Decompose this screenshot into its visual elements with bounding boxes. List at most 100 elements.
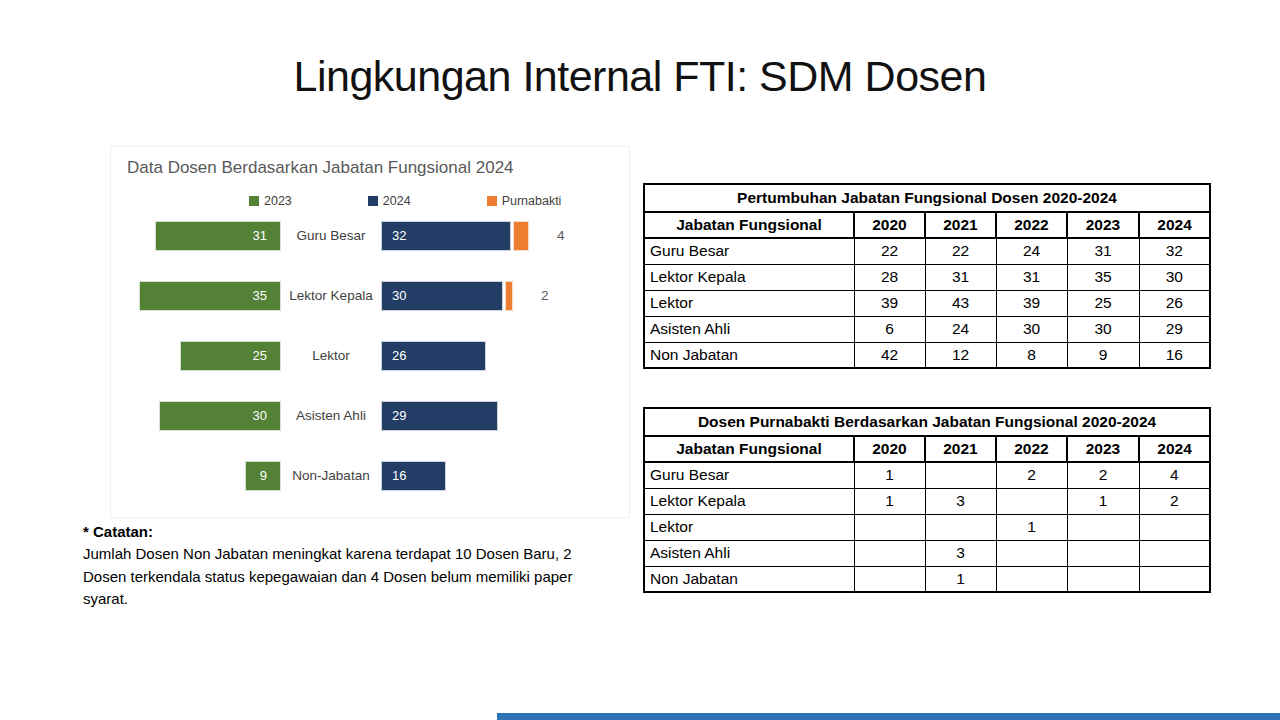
value-cell (996, 488, 1067, 514)
value-cell: 32 (1139, 238, 1210, 264)
bar-value-2023: 9 (260, 462, 267, 490)
value-cell: 26 (1139, 290, 1210, 316)
value-cell: 29 (1139, 316, 1210, 342)
bar-value-purnabakti: 2 (541, 281, 549, 311)
value-cell: 2 (1067, 462, 1139, 488)
value-cell (1067, 566, 1139, 592)
table-header-cell: 2021 (925, 436, 996, 462)
bar-2023: 30 (159, 401, 281, 431)
value-cell: 1 (854, 462, 925, 488)
legend-label: Purnabakti (502, 194, 562, 208)
legend-label: 2024 (383, 194, 411, 208)
value-cell (996, 566, 1067, 592)
value-cell: 6 (854, 316, 925, 342)
value-cell (854, 514, 925, 540)
value-cell: 1 (854, 488, 925, 514)
value-cell: 22 (854, 238, 925, 264)
value-cell (996, 540, 1067, 566)
value-cell: 1 (996, 514, 1067, 540)
chart-title: Data Dosen Berdasarkan Jabatan Fungsiona… (111, 147, 629, 178)
chart-row: 30 Asisten Ahli 29 (111, 401, 631, 431)
bar-value-2023: 30 (253, 402, 267, 430)
bar-2023: 31 (155, 221, 281, 251)
bar-value-2024: 26 (392, 342, 406, 370)
table-header-cell: 2024 (1139, 436, 1210, 462)
row-label-cell: Lektor (644, 514, 854, 540)
value-cell: 1 (925, 566, 996, 592)
value-cell (854, 566, 925, 592)
row-label-cell: Guru Besar (644, 462, 854, 488)
bar-value-2023: 25 (253, 342, 267, 370)
bar-value-2024: 32 (392, 222, 406, 250)
chart-row: 31Guru Besar324 (111, 221, 631, 251)
value-cell: 8 (996, 342, 1067, 368)
value-cell: 35 (1067, 264, 1139, 290)
table-row: Guru Besar2222243132 (644, 238, 1210, 264)
chart-rows: 31Guru Besar32435Lektor Kepala30225Lekto… (111, 221, 631, 519)
table-header-cell: 2022 (996, 212, 1067, 238)
bar-chart: Data Dosen Berdasarkan Jabatan Fungsiona… (110, 146, 630, 518)
bar-2024: 16 (381, 461, 446, 491)
data-table: Pertumbuhan Jabatan Fungsional Dosen 202… (643, 183, 1211, 369)
value-cell: 31 (925, 264, 996, 290)
table-dosen-purnabakti: Dosen Purnabakti Berdasarkan Jabatan Fun… (643, 407, 1209, 593)
table-header-cell: 2021 (925, 212, 996, 238)
value-cell: 2 (1139, 488, 1210, 514)
row-label-cell: Asisten Ahli (644, 316, 854, 342)
value-cell: 9 (1067, 342, 1139, 368)
row-label-cell: Lektor (644, 290, 854, 316)
value-cell: 16 (1139, 342, 1210, 368)
legend-label: 2023 (264, 194, 292, 208)
value-cell (925, 514, 996, 540)
value-cell (854, 540, 925, 566)
bar-2024: 29 (381, 401, 498, 431)
table-pertumbuhan-jabatan: Pertumbuhan Jabatan Fungsional Dosen 202… (643, 183, 1209, 369)
row-label-cell: Guru Besar (644, 238, 854, 264)
bar-2024: 32 (381, 221, 511, 251)
value-cell: 24 (996, 238, 1067, 264)
value-cell (925, 462, 996, 488)
bar-2024: 30 (381, 281, 503, 311)
value-cell (1067, 540, 1139, 566)
footnote-heading: * Catatan: (83, 523, 613, 540)
table-header-cell: 2020 (854, 436, 925, 462)
value-cell: 12 (925, 342, 996, 368)
bar-2024: 26 (381, 341, 486, 371)
table-row: Non Jabatan42128916 (644, 342, 1210, 368)
value-cell: 39 (854, 290, 925, 316)
row-label-cell: Asisten Ahli (644, 540, 854, 566)
bottom-accent-bar (497, 713, 1280, 720)
table-header-cell: 2020 (854, 212, 925, 238)
value-cell: 1 (1067, 488, 1139, 514)
bar-purnabakti (513, 221, 529, 251)
table-row: Lektor Kepala2831313530 (644, 264, 1210, 290)
category-label: Non-Jabatan (281, 461, 381, 491)
table-header-cell: 2024 (1139, 212, 1210, 238)
value-cell: 42 (854, 342, 925, 368)
value-cell: 30 (1139, 264, 1210, 290)
legend-item-2024: 2024 (368, 194, 411, 208)
data-table: Dosen Purnabakti Berdasarkan Jabatan Fun… (643, 407, 1211, 593)
value-cell: 24 (925, 316, 996, 342)
legend-swatch-icon (249, 196, 259, 206)
table-row: Guru Besar1224 (644, 462, 1210, 488)
table-row: Asisten Ahli624303029 (644, 316, 1210, 342)
bar-2023: 25 (180, 341, 281, 371)
value-cell: 4 (1139, 462, 1210, 488)
value-cell: 30 (996, 316, 1067, 342)
table-row: Lektor 1 (644, 514, 1210, 540)
bar-value-2024: 29 (392, 402, 406, 430)
value-cell: 3 (925, 488, 996, 514)
footnote: * Catatan: Jumlah Dosen Non Jabatan meni… (83, 523, 613, 611)
table-row: Asisten Ahli3 (644, 540, 1210, 566)
chart-row: 25 Lektor 26 (111, 341, 631, 371)
table-title: Dosen Purnabakti Berdasarkan Jabatan Fun… (644, 408, 1210, 436)
category-label: Asisten Ahli (281, 401, 381, 431)
value-cell (1139, 514, 1210, 540)
value-cell: 43 (925, 290, 996, 316)
legend-item-2023: 2023 (249, 194, 292, 208)
table-row: Lektor Kepala1312 (644, 488, 1210, 514)
row-label-cell: Non Jabatan (644, 342, 854, 368)
category-label: Lektor (281, 341, 381, 371)
bar-value-2024: 30 (392, 282, 406, 310)
